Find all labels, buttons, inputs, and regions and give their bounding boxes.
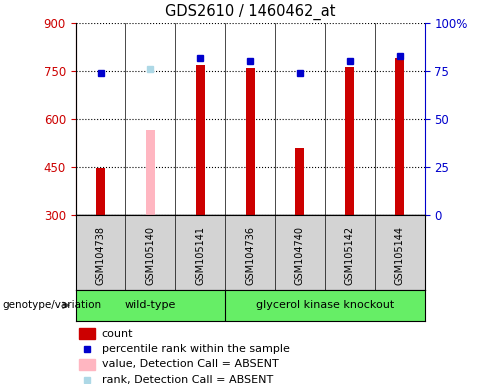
Text: GSM104738: GSM104738: [96, 226, 105, 285]
Bar: [395, 58, 404, 215]
Text: GSM104736: GSM104736: [245, 226, 255, 285]
Text: genotype/variation: genotype/variation: [2, 300, 102, 310]
Bar: [196, 65, 205, 215]
Text: percentile rank within the sample: percentile rank within the sample: [102, 344, 290, 354]
Bar: [245, 68, 255, 215]
Title: GDS2610 / 1460462_at: GDS2610 / 1460462_at: [165, 4, 335, 20]
Bar: [346, 67, 354, 215]
Bar: [295, 148, 305, 215]
Bar: [225, 290, 425, 321]
Text: GSM104740: GSM104740: [295, 226, 305, 285]
Bar: [76, 290, 225, 321]
Text: GSM105140: GSM105140: [145, 226, 155, 285]
Text: count: count: [102, 329, 133, 339]
Bar: [79, 328, 95, 339]
Bar: [96, 168, 105, 215]
Text: value, Detection Call = ABSENT: value, Detection Call = ABSENT: [102, 359, 279, 369]
Text: GSM105141: GSM105141: [195, 226, 205, 285]
Bar: [146, 130, 155, 215]
Text: rank, Detection Call = ABSENT: rank, Detection Call = ABSENT: [102, 375, 273, 384]
Text: GSM105142: GSM105142: [345, 226, 355, 285]
Text: wild-type: wild-type: [125, 300, 176, 310]
Text: GSM105144: GSM105144: [395, 226, 405, 285]
Bar: [79, 359, 95, 370]
Text: glycerol kinase knockout: glycerol kinase knockout: [256, 300, 394, 310]
